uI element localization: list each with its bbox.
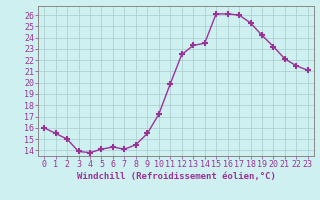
X-axis label: Windchill (Refroidissement éolien,°C): Windchill (Refroidissement éolien,°C) (76, 172, 276, 181)
